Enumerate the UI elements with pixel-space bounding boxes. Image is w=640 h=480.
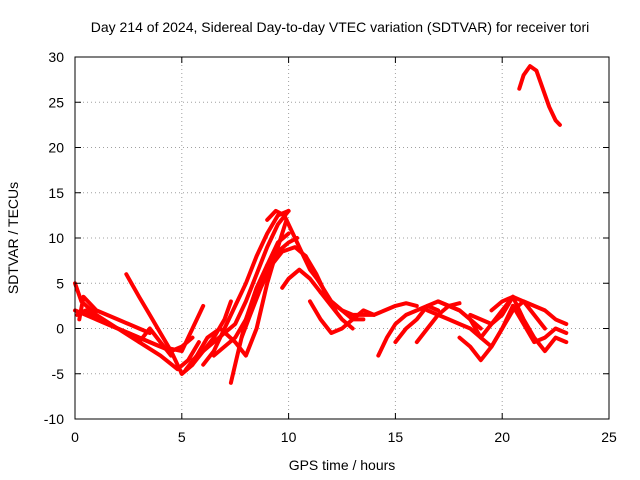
series-line-arc-4 xyxy=(77,294,152,335)
series-line-arc-26 xyxy=(489,294,569,354)
chart-title: Day 214 of 2024, Sidereal Day-to-day VTE… xyxy=(91,19,590,35)
grid xyxy=(75,57,609,419)
series-line-arc-22 xyxy=(425,294,515,340)
y-tick-label: 5 xyxy=(56,275,64,291)
x-tick-label: 25 xyxy=(601,429,617,445)
series-line-arc-12 xyxy=(228,236,300,385)
series-line-arc-20 xyxy=(393,299,483,345)
axis-ticks: 0 5 10 15 20 25 -10 -5 0 5 10 15 20 25 30 xyxy=(44,49,617,445)
series-line-arc-6 xyxy=(137,326,174,358)
series-line-arc-15 xyxy=(280,267,355,331)
x-tick-label: 5 xyxy=(178,429,186,445)
series-line-arc-25 xyxy=(468,294,547,331)
y-tick-label: 20 xyxy=(48,140,64,156)
series-line-arc-24 xyxy=(457,299,569,363)
series-line-arc-3 xyxy=(75,303,206,354)
x-tick-label: 10 xyxy=(281,429,297,445)
x-tick-label: 15 xyxy=(388,429,404,445)
series-line-arc-19 xyxy=(376,303,441,358)
x-tick-label: 0 xyxy=(71,429,79,445)
x-axis-label: GPS time / hours xyxy=(289,457,396,473)
y-tick-label: -10 xyxy=(44,411,64,427)
y-tick-label: 25 xyxy=(48,94,64,110)
y-tick-label: -5 xyxy=(52,366,65,382)
x-tick-label: 20 xyxy=(494,429,510,445)
series-line-arc-5 xyxy=(124,272,195,376)
series-line-arc-16 xyxy=(303,254,419,317)
y-tick-label: 0 xyxy=(56,321,64,337)
y-axis-label: SDTVAR / TECUs xyxy=(5,182,21,294)
y-tick-label: 15 xyxy=(48,185,64,201)
series-line-arc-27 xyxy=(510,303,569,345)
y-tick-label: 30 xyxy=(48,49,64,65)
series-line-arc-18 xyxy=(318,290,366,322)
series-group xyxy=(73,64,569,385)
series-line-arc-10 xyxy=(201,208,291,367)
series-line-arc-9 xyxy=(190,208,291,363)
series-line-arc-28 xyxy=(517,64,562,127)
y-tick-label: 10 xyxy=(48,230,64,246)
series-line-arc-17 xyxy=(308,299,376,335)
